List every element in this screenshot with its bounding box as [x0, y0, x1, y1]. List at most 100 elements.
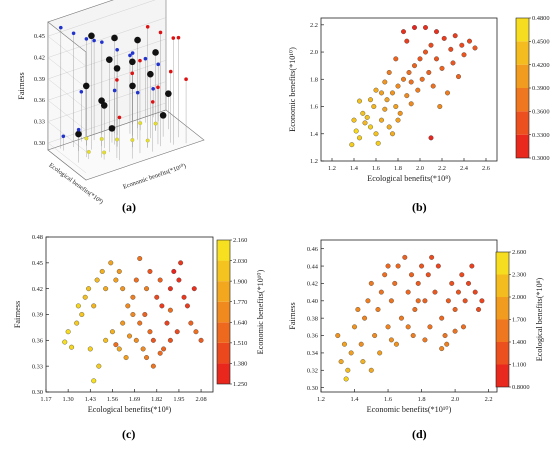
data-point-3d	[138, 121, 143, 126]
z-tick-label: 0.36	[34, 97, 45, 104]
colorbar-tick-label: 2.300	[512, 272, 526, 279]
data-point	[404, 93, 410, 99]
data-point	[415, 280, 421, 286]
data-point	[62, 339, 68, 345]
colorbar-band	[516, 88, 529, 112]
data-point	[462, 298, 468, 304]
data-point	[191, 286, 197, 292]
data-point	[174, 329, 180, 335]
x-tick-label: 1.56	[107, 396, 118, 403]
data-point	[357, 98, 362, 104]
chart-a: 0.300.330.360.390.420.45FairnessEcologic…	[17, 0, 205, 206]
colorbar-band	[217, 322, 230, 343]
data-point	[74, 320, 80, 326]
data-point	[461, 324, 466, 330]
colorbar-tick-label: 2.160	[233, 237, 247, 244]
colorbar-frame	[216, 239, 231, 385]
data-point-3d	[159, 112, 167, 119]
data-point	[348, 350, 354, 356]
y-tick-label: 0.32	[307, 367, 318, 374]
z-tick-label: 0.45	[34, 33, 45, 40]
data-point-3d	[153, 121, 158, 126]
y-tick-label: 0.45	[32, 260, 43, 267]
y-tick-label: 1.2	[310, 158, 318, 165]
data-point-3d	[176, 35, 181, 40]
colorbar-band	[496, 252, 509, 275]
data-point	[388, 298, 394, 304]
z-grid-line	[47, 57, 87, 88]
z-grid-line	[47, 142, 87, 174]
y-tick-label: 2.0	[310, 49, 318, 56]
data-point	[428, 135, 434, 141]
data-point	[439, 65, 445, 71]
data-point	[188, 320, 194, 326]
data-point	[375, 140, 381, 146]
colorbar-band	[516, 111, 529, 135]
data-point	[445, 90, 450, 96]
data-point	[157, 350, 163, 356]
data-point	[386, 124, 392, 130]
data-point	[99, 268, 105, 274]
data-point-3d	[130, 138, 135, 142]
data-point	[393, 104, 399, 109]
y-tick-label: 0.42	[32, 286, 43, 293]
colorbar-band	[516, 64, 529, 88]
data-point	[157, 277, 163, 283]
y-axis-label: Economic benefits(*10¹⁰)	[122, 163, 187, 191]
data-point-3d	[129, 58, 136, 66]
data-point	[360, 110, 366, 116]
data-point	[472, 289, 478, 295]
colorbar-band	[217, 281, 230, 302]
data-point	[178, 260, 184, 266]
data-point	[113, 277, 119, 283]
data-point	[365, 298, 371, 304]
data-point	[452, 33, 458, 39]
colorbar-tick-label: 2.600	[512, 249, 526, 256]
z-grid-line	[47, 102, 167, 144]
data-point	[393, 56, 399, 62]
data-point	[437, 104, 443, 109]
data-point-3d	[151, 86, 155, 91]
z-axis-label: Fairness	[17, 72, 26, 99]
data-point	[147, 268, 153, 274]
data-point-3d	[138, 58, 142, 63]
data-point-3d	[165, 90, 172, 97]
colorbar-tick-label: 1.380	[233, 361, 247, 368]
data-point-3d	[113, 65, 121, 72]
z-grid-line	[47, 17, 167, 58]
y-tick-label: 0.46	[307, 246, 318, 253]
data-point	[116, 346, 122, 352]
data-point	[87, 346, 93, 352]
chart-b: 1.2 1.4 1.6 1.8 2.0 2.2 2.4 2.6 1.2 1.4 1.6 1.8 2.0 2…	[288, 15, 550, 183]
data-point	[120, 286, 126, 292]
data-point	[476, 307, 482, 312]
data-point	[125, 303, 131, 309]
data-point	[343, 376, 349, 382]
data-point	[435, 263, 441, 269]
data-point	[412, 63, 417, 69]
data-point	[86, 286, 92, 292]
data-point	[144, 286, 150, 292]
colorbar-band	[217, 363, 230, 384]
data-point-3d	[111, 34, 118, 42]
data-point-3d	[129, 82, 136, 90]
data-point	[345, 367, 351, 373]
z-grid-line	[47, 36, 87, 67]
data-point	[459, 42, 465, 48]
data-point	[406, 70, 412, 75]
data-point	[461, 52, 467, 58]
colorbar-tick-label: 1.510	[233, 340, 247, 347]
data-point	[385, 324, 391, 330]
data-point	[455, 289, 461, 295]
data-point	[467, 38, 472, 44]
data-point	[69, 344, 75, 350]
data-point	[75, 303, 81, 309]
data-point	[109, 329, 115, 335]
x-tick-label: 2.08	[195, 396, 206, 403]
data-point	[96, 363, 102, 369]
data-point-3d	[86, 149, 91, 154]
panel-label-a: (a)	[122, 200, 136, 214]
colorbar-tick-label: 1.100	[512, 362, 526, 369]
data-point	[425, 272, 431, 278]
data-point	[371, 104, 377, 109]
